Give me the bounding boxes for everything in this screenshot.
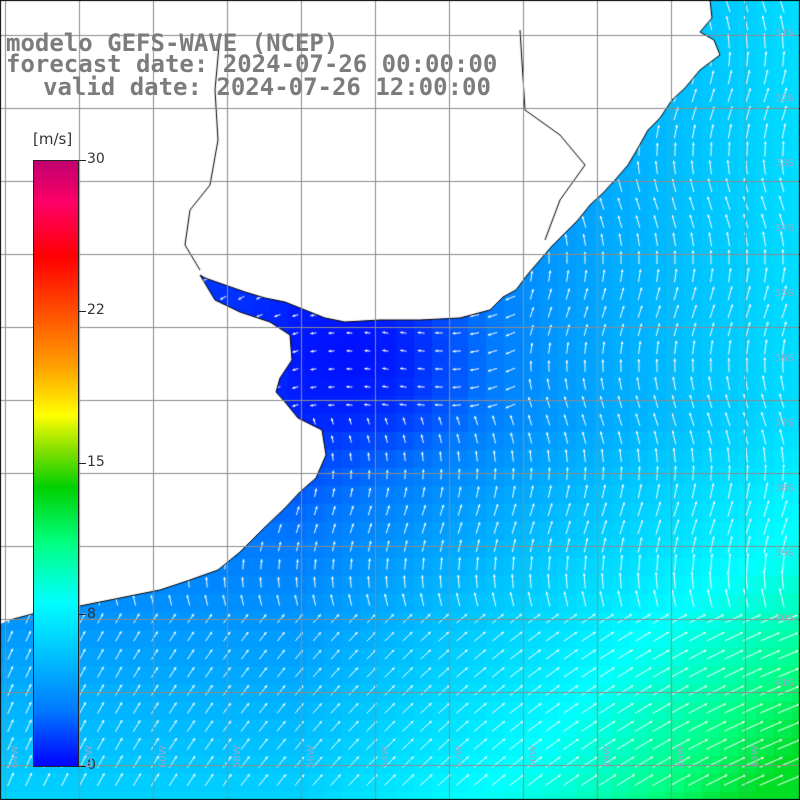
colorbar-tick-mark: [79, 614, 86, 615]
latitude-label: 40S: [774, 613, 794, 624]
longitude-label: 50W: [528, 745, 539, 768]
model-title: modelo GEFS-WAVE (NCEP): [6, 29, 339, 57]
longitude-label: 64W: [10, 745, 21, 768]
longitude-label: 44W: [750, 745, 761, 768]
latitude-label: 35S: [774, 288, 794, 299]
longitude-label: 46W: [676, 745, 687, 768]
colorbar-tick-22: 22: [87, 302, 105, 318]
latitude-label: 37S: [774, 418, 794, 429]
colorbar-tick-8: 8: [87, 606, 96, 622]
colorbar-tick-mark: [79, 311, 86, 312]
longitude-label: 60W: [158, 745, 169, 768]
latitude-label: 34S: [774, 223, 794, 234]
colorbar-tick-mark: [79, 463, 86, 464]
latitude-label: 33S: [774, 158, 794, 169]
valid-date: valid date: 2024-07-26 12:00:00: [43, 73, 491, 101]
colorbar-tick-30: 30: [87, 151, 105, 167]
longitude-label: 62W: [84, 745, 95, 768]
colorbar-tick-mark: [79, 766, 86, 767]
colorbar-tick-15: 15: [87, 454, 105, 470]
latitude-label: 36S: [774, 353, 794, 364]
longitude-label: 54W: [380, 745, 391, 768]
latitude-label: 41S: [774, 678, 794, 689]
forecast-date: forecast date: 2024-07-26 00:00:00: [6, 50, 498, 78]
latitude-label: 39S: [774, 548, 794, 559]
colorbar-unit: [m/s]: [33, 130, 73, 148]
latitude-label: 31S: [774, 28, 794, 39]
colorbar-tick-mark: [79, 160, 86, 161]
longitude-label: 52W: [454, 745, 465, 768]
longitude-label: 56W: [306, 745, 317, 768]
longitude-label: 58W: [232, 745, 243, 768]
colorbar: [33, 160, 79, 767]
colorbar-tick-0: 0: [87, 757, 96, 773]
latitude-label: 32S: [774, 93, 794, 104]
latitude-label: 38S: [774, 483, 794, 494]
longitude-label: 48W: [602, 745, 613, 768]
